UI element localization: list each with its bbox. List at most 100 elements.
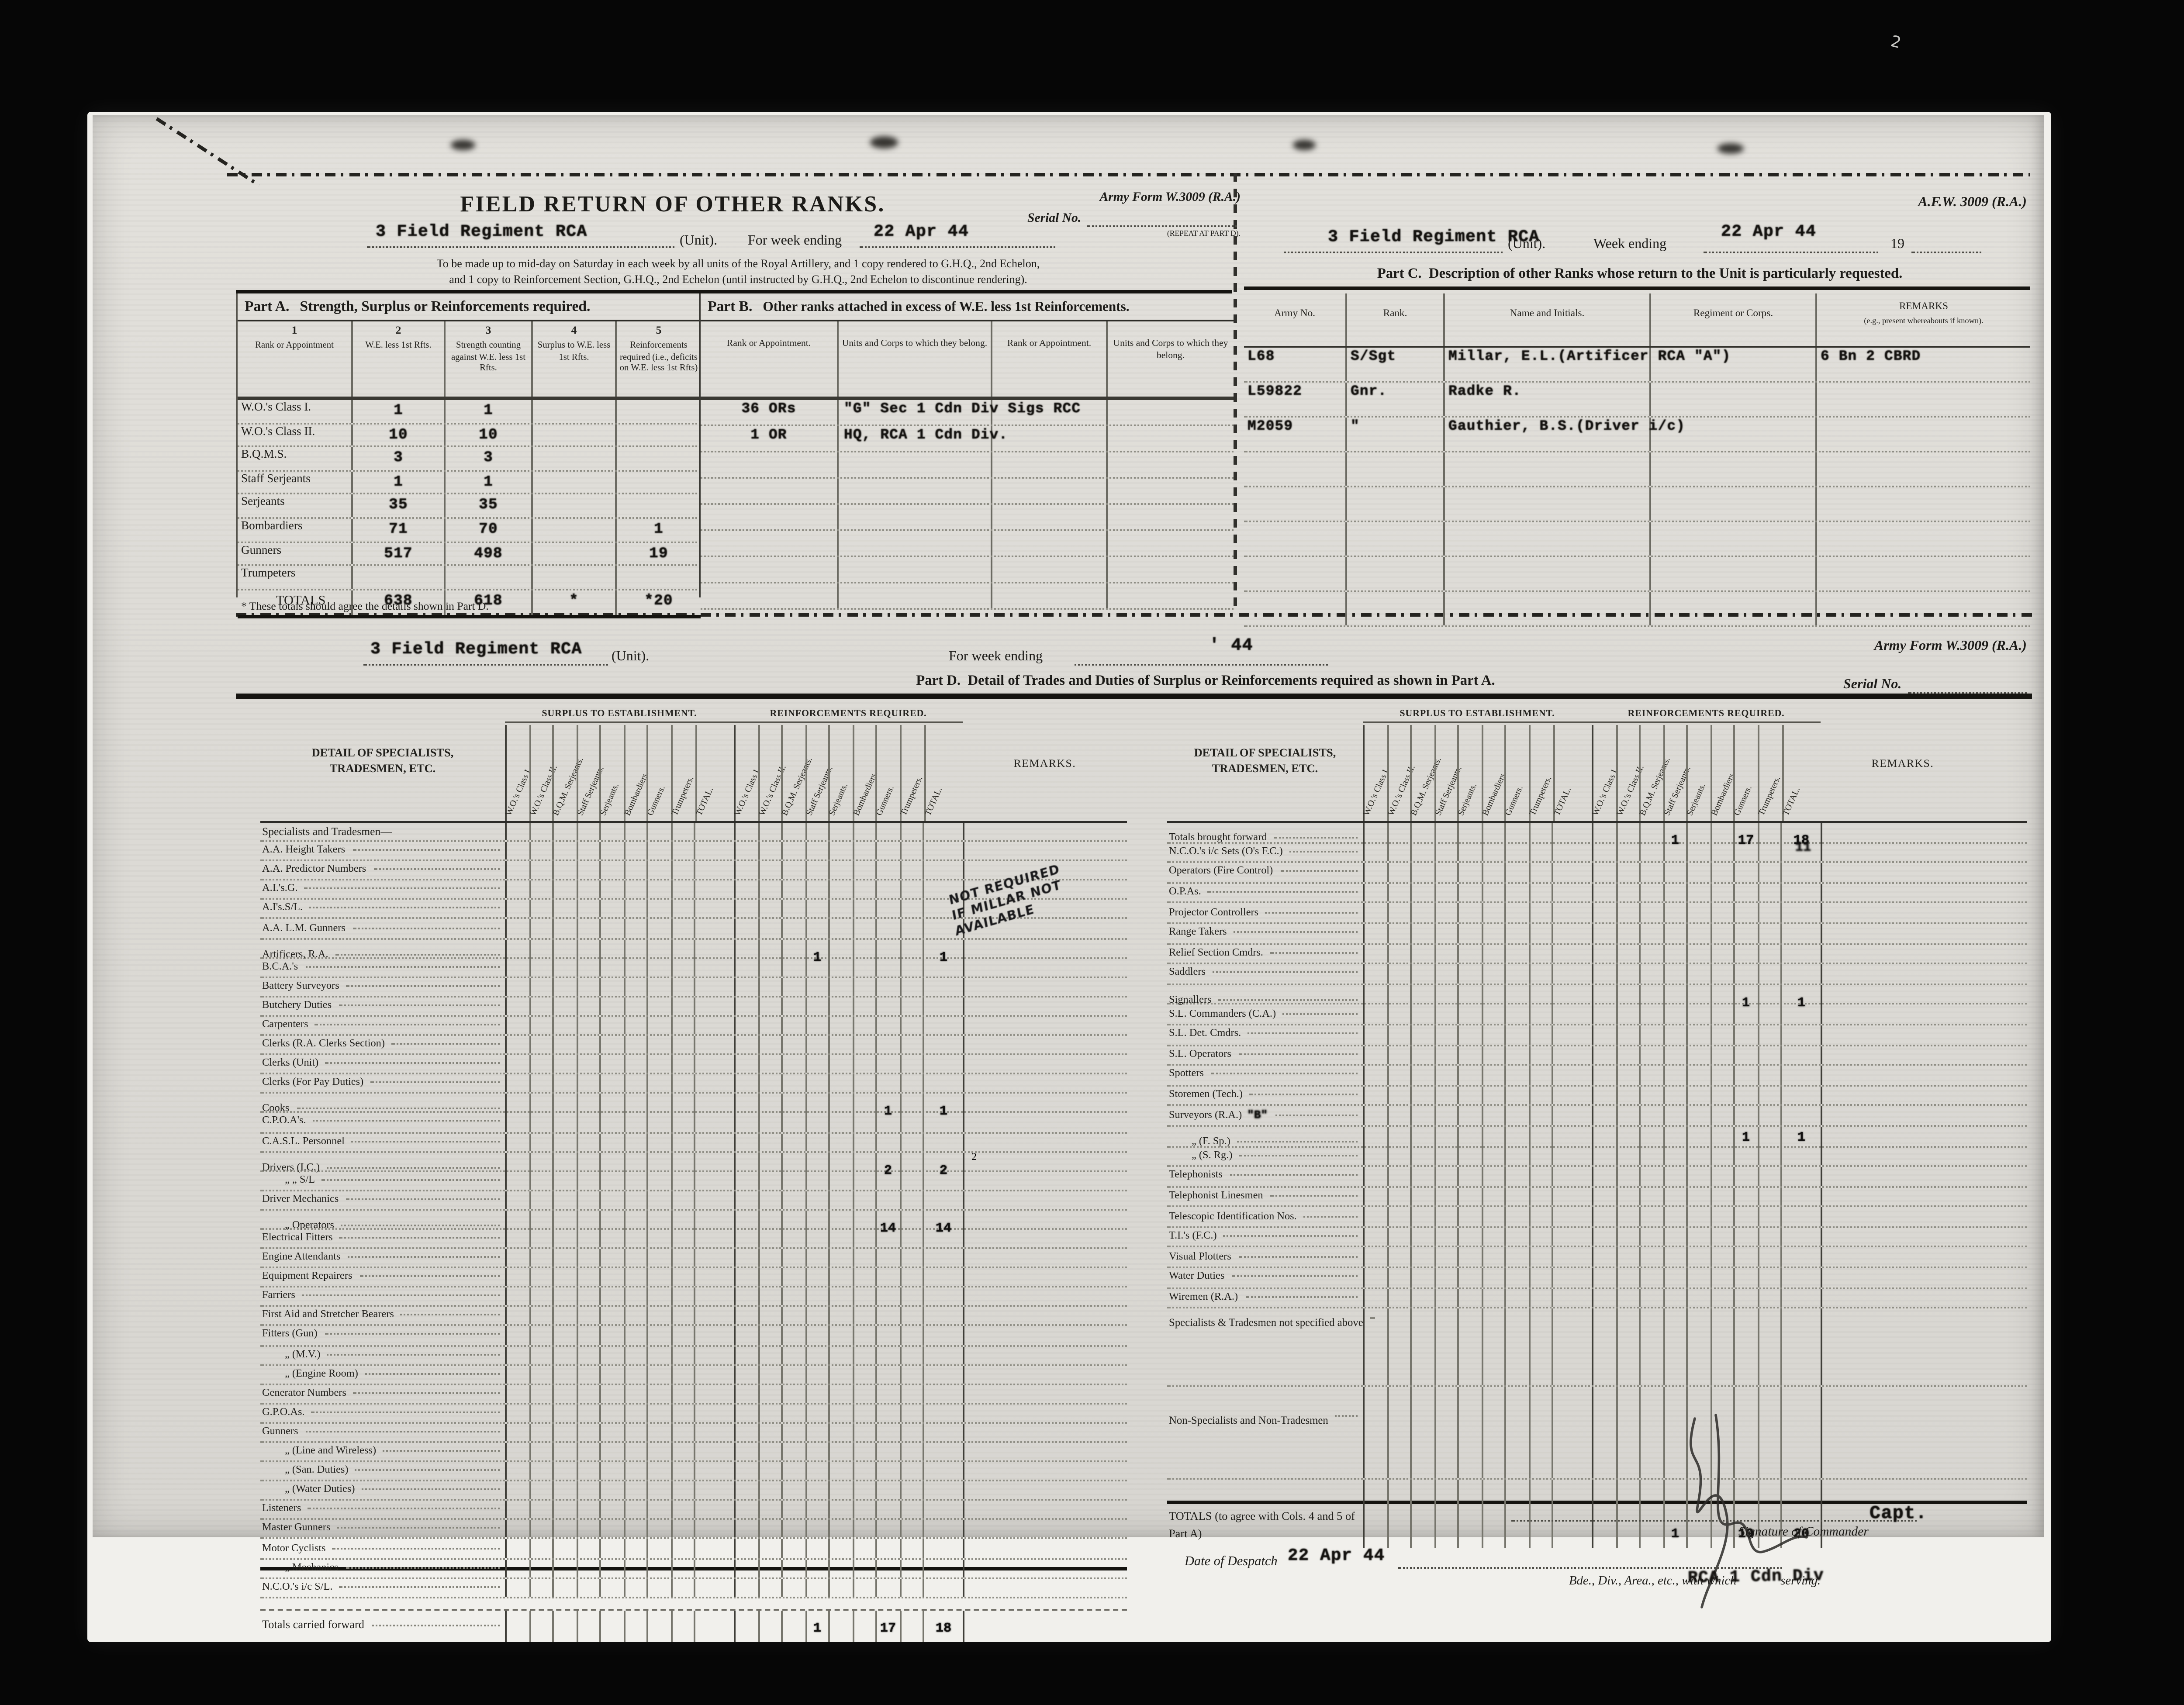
value-cell <box>828 919 852 938</box>
value-cell <box>805 1074 828 1093</box>
part-d-right-row: Wiremen (R.A.) <box>1167 1288 2027 1309</box>
row-label-cell: Driver Mechanics <box>260 1191 505 1208</box>
header-rule <box>236 289 1232 293</box>
value-cell <box>552 1481 576 1500</box>
rank-cell <box>701 583 837 608</box>
value-cell <box>805 861 828 880</box>
value-cell <box>781 997 805 1015</box>
part-d-right-row: S.L. Det. Cmdrs. <box>1167 1025 2027 1046</box>
value-cell <box>694 1152 734 1184</box>
value-cell <box>1528 823 1552 854</box>
value-cell <box>1710 823 1733 854</box>
value-cell <box>1592 863 1615 882</box>
value-cell <box>1552 1208 1592 1226</box>
value-cell <box>599 1036 623 1054</box>
value-cell <box>1552 1126 1592 1158</box>
value-cell <box>1528 944 1552 963</box>
value-cell <box>781 1016 805 1035</box>
col-number: 4 <box>571 325 577 337</box>
rank-cell <box>1345 592 1443 625</box>
value-cell <box>1457 964 1481 983</box>
value-cell <box>1592 1126 1615 1158</box>
value-cell <box>576 1191 599 1209</box>
value-cell: 70 <box>444 518 531 541</box>
row-label: Spotters <box>1169 1070 1204 1080</box>
value-cell: 638 <box>351 590 444 614</box>
value-cell <box>781 1249 805 1267</box>
value-cell <box>505 1610 529 1642</box>
value-cell <box>1363 1387 1386 1478</box>
value-cell <box>646 1365 670 1383</box>
leader-dots <box>1270 1194 1358 1197</box>
units-cell <box>837 505 991 529</box>
value-cell <box>923 1520 963 1538</box>
rank-cell: Gnr. <box>1345 383 1443 416</box>
value-cell <box>757 1423 781 1441</box>
value-cell <box>734 978 757 996</box>
row-label-cell: A.A. L.M. Gunners <box>260 920 505 937</box>
row-label-cell: Drivers (I.C.) <box>260 1152 505 1184</box>
value-cell <box>781 1462 805 1480</box>
value-cell <box>923 919 963 938</box>
value-cell <box>623 1326 646 1345</box>
value-cell <box>670 861 694 880</box>
value-cell <box>1592 1309 1615 1386</box>
value-cell <box>1410 1480 1434 1548</box>
value-cell <box>576 1055 599 1073</box>
value-cell <box>599 1191 623 1209</box>
subcolumn-label: Serjeants. <box>829 783 852 818</box>
value-cell <box>670 939 694 971</box>
army_no-cell: L59822 <box>1244 383 1345 416</box>
value-cell <box>1457 1480 1481 1548</box>
value-cell <box>576 1578 599 1596</box>
value-cell <box>1410 863 1434 882</box>
value-cell <box>1434 1288 1457 1307</box>
value-cell <box>599 939 623 971</box>
ink-smudge <box>1717 143 1744 154</box>
row-label-cell: Listeners <box>260 1501 505 1519</box>
value-cell <box>529 1171 552 1190</box>
remarks-cell <box>963 997 1127 1015</box>
value-cell <box>552 1404 576 1422</box>
value-cell <box>1481 1005 1504 1024</box>
row-label: N.C.O.'s i/c Sets (O's F.C.) <box>1169 847 1283 858</box>
value-cell <box>734 1210 757 1242</box>
part-b-rows: 36 ORs "G" Sec 1 Cdn Div Sigs RCC 1 OR HQ, … <box>701 400 1234 610</box>
value-cell <box>623 1094 646 1126</box>
value-cell <box>1504 1106 1528 1125</box>
value-cell <box>646 1036 670 1054</box>
value-cell <box>828 1443 852 1461</box>
value-cell <box>529 1443 552 1461</box>
value-cell <box>694 1113 734 1131</box>
typed-value: 1 <box>1797 1132 1806 1146</box>
value-cell <box>529 1610 552 1642</box>
value-cell <box>1410 1387 1434 1478</box>
value-cell <box>1481 1106 1504 1125</box>
rank-cell: W.O.'s Class II. <box>241 425 315 438</box>
value-cell <box>852 1171 875 1190</box>
army_no-cell <box>1244 522 1345 556</box>
row-label: „ (San. Duties) <box>285 1466 349 1477</box>
value-cell <box>670 1462 694 1480</box>
value-cell <box>1662 843 1686 862</box>
value-cell <box>670 1578 694 1596</box>
value-cell <box>505 1326 529 1345</box>
subcolumn: TOTAL. <box>695 725 734 821</box>
typed-value: 1 <box>939 1106 948 1121</box>
value-cell <box>1757 1208 1780 1226</box>
row-label: Cooks <box>262 1104 290 1115</box>
value-cell <box>923 1423 963 1441</box>
value-cell <box>734 1133 757 1151</box>
value-cell <box>1662 884 1686 902</box>
label-line: TOTALS (to agree with Cols. 4 and 5 of <box>1169 1511 1355 1524</box>
value-cell <box>1615 884 1639 902</box>
leader-dots <box>1270 952 1358 954</box>
part-c-unit-typed: 3 Field Regiment RCA <box>1328 227 1540 246</box>
value-cell <box>1481 843 1504 862</box>
part-a-rows: W.O.'s Class I. 1 1 W.O.'s Class II. 10 10 B.Q… <box>238 400 701 618</box>
value-cell <box>805 1229 828 1248</box>
value-cell <box>828 1404 852 1422</box>
remarks-cell <box>963 1307 1127 1325</box>
rank-cell-2 <box>991 400 1106 425</box>
value-cell <box>1504 1187 1528 1206</box>
